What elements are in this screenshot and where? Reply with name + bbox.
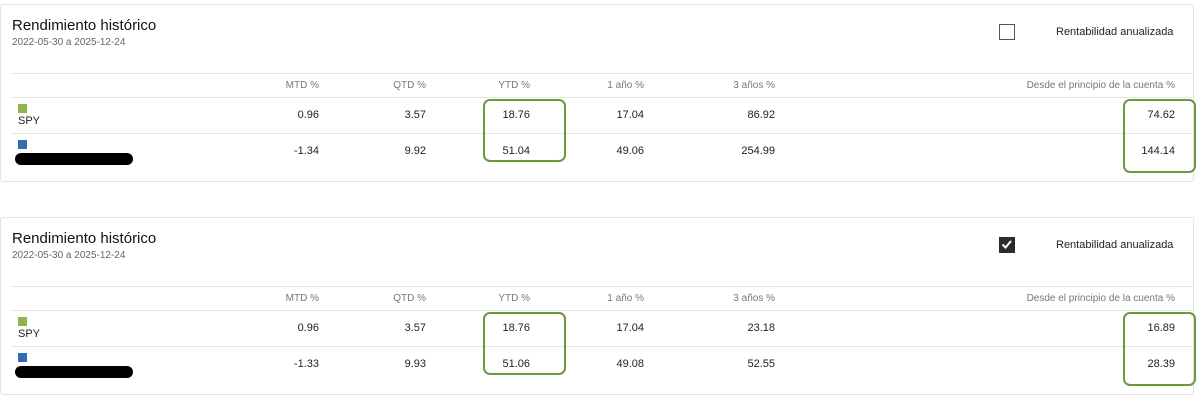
value-cell: 16.89 — [1147, 322, 1175, 334]
row-divider — [11, 133, 1193, 134]
value-cell: 0.96 — [297, 322, 319, 334]
row-name: SPY — [18, 115, 41, 127]
value-cell: 49.06 — [616, 145, 644, 157]
highlight-box — [1123, 312, 1196, 386]
value-cell: 18.76 — [502, 109, 530, 121]
value-cell: 28.39 — [1147, 358, 1175, 370]
highlight-box — [1123, 99, 1196, 173]
value-cell: 9.93 — [404, 358, 426, 370]
highlight-box — [483, 99, 566, 162]
check-mark — [1001, 240, 1012, 249]
annualized-checkbox[interactable] — [999, 24, 1015, 40]
value-cell: 144.14 — [1141, 145, 1175, 157]
redacted-name — [15, 153, 133, 165]
value-cell: 254.99 — [741, 145, 775, 157]
row-divider — [11, 310, 1193, 311]
annualized-label: Rentabilidad anualizada — [1056, 239, 1174, 251]
value-cell: 0.96 — [297, 109, 319, 121]
panel-title: Rendimiento histórico — [12, 17, 157, 34]
value-cell: 49.08 — [616, 358, 644, 370]
column-header: YTD % — [498, 293, 530, 304]
highlight-box — [483, 312, 566, 375]
series-swatch — [18, 353, 27, 362]
column-header: YTD % — [498, 80, 530, 91]
value-cell: 52.55 — [747, 358, 775, 370]
performance-panel: Rendimiento histórico 2022-05-30 a 2025-1… — [0, 217, 1196, 395]
panel-title: Rendimiento histórico — [12, 230, 157, 247]
value-cell: 9.92 — [404, 145, 426, 157]
column-header: MTD % — [285, 80, 319, 91]
series-swatch — [18, 140, 27, 149]
column-header: 1 año % — [607, 80, 644, 91]
series-swatch — [18, 104, 27, 113]
column-header: Desde el principio de la cuenta % — [1026, 293, 1175, 304]
row-divider — [11, 97, 1193, 98]
annualized-checkbox[interactable] — [999, 237, 1015, 253]
value-cell: -1.33 — [293, 358, 319, 370]
date-range: 2022-05-30 a 2025-12-24 — [12, 37, 126, 48]
value-cell: 86.92 — [747, 109, 775, 121]
redacted-name — [15, 366, 133, 378]
column-header: QTD % — [393, 80, 426, 91]
column-header: 1 año % — [607, 293, 644, 304]
performance-panel: Rendimiento histórico 2022-05-30 a 2025-1… — [0, 4, 1196, 182]
series-swatch — [18, 317, 27, 326]
value-cell: 51.06 — [502, 358, 530, 370]
value-cell: 3.57 — [404, 109, 426, 121]
value-cell: 3.57 — [404, 322, 426, 334]
column-header: 3 años % — [733, 80, 775, 91]
row-divider — [11, 346, 1193, 347]
value-cell: 18.76 — [502, 322, 530, 334]
column-header: MTD % — [285, 293, 319, 304]
value-cell: 17.04 — [616, 109, 644, 121]
date-range: 2022-05-30 a 2025-12-24 — [12, 250, 126, 261]
value-cell: 17.04 — [616, 322, 644, 334]
value-cell: 74.62 — [1147, 109, 1175, 121]
value-cell: 51.04 — [502, 145, 530, 157]
column-header: Desde el principio de la cuenta % — [1026, 80, 1175, 91]
row-name: SPY — [18, 328, 41, 340]
value-cell: 23.18 — [747, 322, 775, 334]
annualized-label: Rentabilidad anualizada — [1056, 26, 1174, 38]
column-header: 3 años % — [733, 293, 775, 304]
row-divider — [11, 286, 1193, 287]
row-divider — [11, 73, 1193, 74]
column-header: QTD % — [393, 293, 426, 304]
value-cell: -1.34 — [293, 145, 319, 157]
